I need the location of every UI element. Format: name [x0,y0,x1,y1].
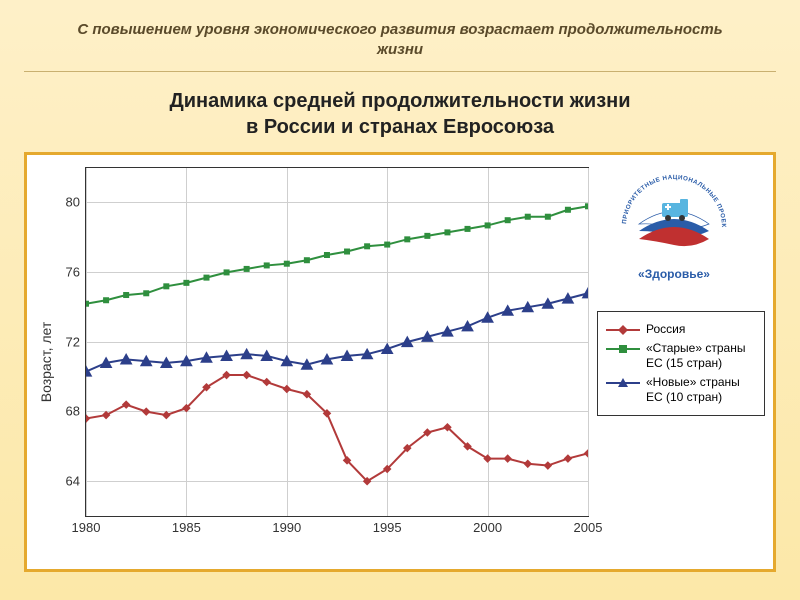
y-tick-label: 72 [66,334,80,349]
series-marker-russia [483,454,492,463]
series-marker-old_eu [163,283,169,289]
series-marker-old_eu [203,274,209,280]
y-tick-label: 68 [66,404,80,419]
series-marker-new_eu [461,319,474,330]
series-marker-old_eu [103,297,109,303]
legend: Россия «Старые» страны ЕС (15 стран) «Но… [597,311,765,416]
supertitle: С повышением уровня экономического разви… [24,20,776,61]
series-marker-old_eu [384,241,390,247]
series-line-russia [86,375,588,481]
series-marker-old_eu [324,252,330,258]
legend-label-old-eu: «Старые» страны ЕС (15 стран) [646,341,756,371]
chart-frame: Возраст, лет 646872768019801985199019952… [24,152,776,572]
series-line-new_eu [86,293,588,371]
series-marker-old_eu [444,229,450,235]
legend-item-russia: Россия [606,322,756,337]
series-marker-old_eu [545,213,551,219]
series-marker-russia [584,449,588,458]
legend-item-old-eu: «Старые» страны ЕС (15 стран) [606,341,756,371]
logo: ПРИОРИТЕТНЫЕ НАЦИОНАЛЬНЫЕ ПРОЕКТЫ «Здоро… [599,169,749,281]
title-line-2: в России и странах Евросоюза [246,116,554,138]
series-marker-old_eu [465,225,471,231]
legend-swatch-russia [606,324,640,336]
series-marker-russia [503,454,512,463]
series-marker-russia [242,370,251,379]
series-marker-russia [564,454,573,463]
x-tick-label: 1985 [172,520,201,535]
series-line-old_eu [86,206,588,303]
series-marker-old_eu [244,265,250,271]
y-tick-label: 64 [66,473,80,488]
series-marker-old_eu [284,260,290,266]
series-marker-old_eu [525,213,531,219]
x-tick-label: 1990 [272,520,301,535]
legend-label-new-eu: «Новые» страны ЕС (10 стран) [646,375,756,405]
series-marker-russia [162,410,171,419]
legend-swatch-new-eu [606,377,640,389]
series-marker-old_eu [143,290,149,296]
x-tick-label: 1995 [373,520,402,535]
series-marker-old_eu [565,206,571,212]
series-marker-old_eu [123,292,129,298]
series-marker-russia [523,459,532,468]
series-marker-new_eu [582,286,588,297]
y-tick-label: 76 [66,264,80,279]
divider [24,71,776,72]
series-marker-old_eu [224,269,230,275]
series-marker-old_eu [364,243,370,249]
legend-swatch-old-eu [606,343,640,355]
series-marker-old_eu [505,217,511,223]
series-marker-old_eu [485,222,491,228]
title-line-1: Динамика средней продолжительности жизни [169,90,630,112]
series-marker-old_eu [304,257,310,263]
legend-label-russia: Россия [646,322,685,337]
series-marker-new_eu [240,347,253,358]
x-tick-label: 1980 [72,520,101,535]
x-tick-label: 2000 [473,520,502,535]
series-marker-old_eu [344,248,350,254]
series-marker-russia [222,370,231,379]
y-axis-label: Возраст, лет [38,321,54,402]
series-marker-old_eu [86,300,89,306]
series-marker-old_eu [424,232,430,238]
series-marker-russia [142,407,151,416]
y-tick-label: 80 [66,195,80,210]
series-marker-russia [102,410,111,419]
series-marker-old_eu [404,236,410,242]
series-marker-old_eu [183,279,189,285]
x-tick-label: 2005 [574,520,603,535]
logo-caption: «Здоровье» [599,267,749,281]
series-marker-old_eu [264,262,270,268]
series-marker-old_eu [585,203,588,209]
series-marker-russia [262,377,271,386]
chart-svg [86,168,588,516]
series-marker-russia [86,414,90,423]
legend-item-new-eu: «Новые» страны ЕС (10 стран) [606,375,756,405]
series-marker-new_eu [120,353,133,364]
chart-title: Динамика средней продолжительности жизни… [24,88,776,140]
chart-plot-area: 6468727680198019851990199520002005 [85,167,589,517]
series-marker-russia [122,400,131,409]
logo-svg: ПРИОРИТЕТНЫЕ НАЦИОНАЛЬНЫЕ ПРОЕКТЫ [614,169,734,265]
series-marker-russia [283,384,292,393]
series-marker-russia [544,461,553,470]
